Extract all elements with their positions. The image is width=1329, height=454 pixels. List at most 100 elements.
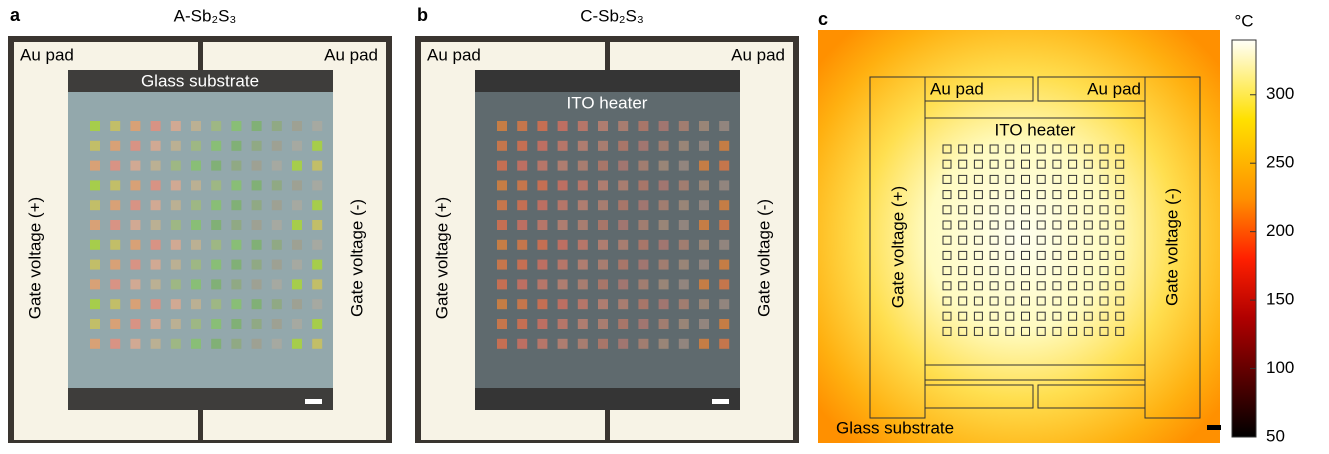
pixel <box>942 159 952 169</box>
panel-letter: a <box>10 5 21 25</box>
pixel <box>618 180 629 191</box>
pixel <box>150 180 161 191</box>
pixel <box>958 250 968 260</box>
pixel <box>678 121 689 131</box>
pixel <box>191 319 201 329</box>
pixel <box>251 200 262 211</box>
pixel <box>90 160 100 171</box>
pixel <box>1052 190 1062 200</box>
pixel <box>497 140 507 151</box>
pixel <box>557 319 568 329</box>
pixel <box>1021 159 1030 169</box>
pixel <box>1068 159 1078 169</box>
pixel <box>942 235 952 245</box>
pixel <box>618 160 629 171</box>
pixel <box>251 279 262 290</box>
pixel <box>577 180 588 191</box>
pixel <box>1005 326 1015 336</box>
pixel <box>942 205 952 215</box>
pixel <box>958 220 968 230</box>
pixel <box>211 299 222 310</box>
pixel <box>557 200 568 211</box>
pixel <box>658 220 669 230</box>
pixel <box>1036 235 1046 245</box>
pixel <box>231 279 242 290</box>
pixel <box>1099 159 1109 169</box>
pixel <box>719 180 730 191</box>
pixel <box>90 338 100 349</box>
pixel <box>211 279 222 290</box>
pixel <box>989 311 999 321</box>
pixel <box>251 299 262 310</box>
pixel <box>942 250 952 260</box>
pixel <box>1099 190 1109 200</box>
pixel <box>271 279 282 290</box>
pixel <box>557 299 568 310</box>
pixel <box>211 160 222 171</box>
pixel <box>719 338 730 349</box>
pixel <box>110 121 121 131</box>
pixel <box>110 160 121 171</box>
pixel <box>130 200 141 211</box>
pixel <box>1021 311 1030 321</box>
pixel <box>1052 326 1062 336</box>
pixel <box>973 190 983 200</box>
pixel <box>517 140 528 151</box>
pixel <box>1036 326 1046 336</box>
pixel <box>130 180 141 191</box>
pixel <box>170 220 181 230</box>
pixel <box>577 279 588 290</box>
pixel <box>271 160 282 171</box>
pixel <box>678 338 689 349</box>
scale-bar <box>305 399 322 404</box>
pixel <box>1052 311 1062 321</box>
pixel <box>130 160 141 171</box>
pixel <box>638 239 649 250</box>
pixel <box>537 121 548 131</box>
panel-letter: b <box>417 5 428 25</box>
pixel <box>699 180 709 191</box>
pixel <box>251 180 262 191</box>
pixel <box>577 140 588 151</box>
tick-label: 200 <box>1266 221 1294 240</box>
pixel <box>1021 281 1030 291</box>
pixel <box>1005 311 1015 321</box>
pixel <box>1083 220 1093 230</box>
pixel <box>973 266 983 276</box>
pixel <box>719 220 730 230</box>
pixel <box>1068 296 1078 306</box>
pixel <box>658 180 669 191</box>
pixel <box>110 220 121 230</box>
pixel <box>312 180 323 191</box>
pixel <box>618 239 629 250</box>
pixel <box>678 319 689 329</box>
pixel <box>942 266 952 276</box>
pixel <box>292 239 302 250</box>
pixel <box>678 259 689 270</box>
pixel <box>1036 205 1046 215</box>
pixel <box>1099 205 1109 215</box>
pixel <box>989 174 999 184</box>
pixel <box>191 160 201 171</box>
pixel <box>1005 144 1015 154</box>
pad-label: Au pad <box>930 79 984 98</box>
pixel <box>1115 220 1125 230</box>
pixel <box>110 180 121 191</box>
pad-label: Au pad <box>427 45 481 64</box>
pixel <box>942 311 952 321</box>
pixel <box>1115 205 1125 215</box>
pixel <box>271 121 282 131</box>
pixel <box>1083 326 1093 336</box>
pixel <box>1083 159 1093 169</box>
pixel <box>110 338 121 349</box>
pixel <box>1115 266 1125 276</box>
substrate-label: Glass substrate <box>836 418 954 437</box>
pixel <box>973 235 983 245</box>
pixel <box>1052 250 1062 260</box>
pixel <box>211 180 222 191</box>
pixel <box>1099 250 1109 260</box>
pixel <box>231 259 242 270</box>
pad <box>1037 76 1146 102</box>
pixel <box>170 239 181 250</box>
pixel <box>312 259 323 270</box>
